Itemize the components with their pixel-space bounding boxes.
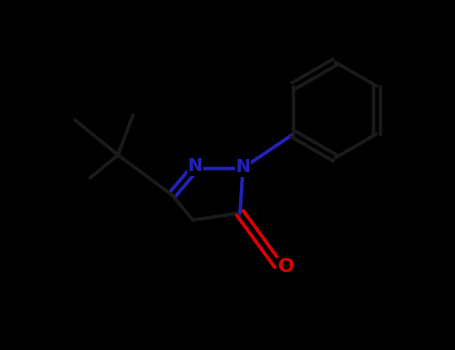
Text: O: O <box>278 258 294 277</box>
Text: N: N <box>236 158 251 176</box>
Text: N: N <box>187 157 202 175</box>
